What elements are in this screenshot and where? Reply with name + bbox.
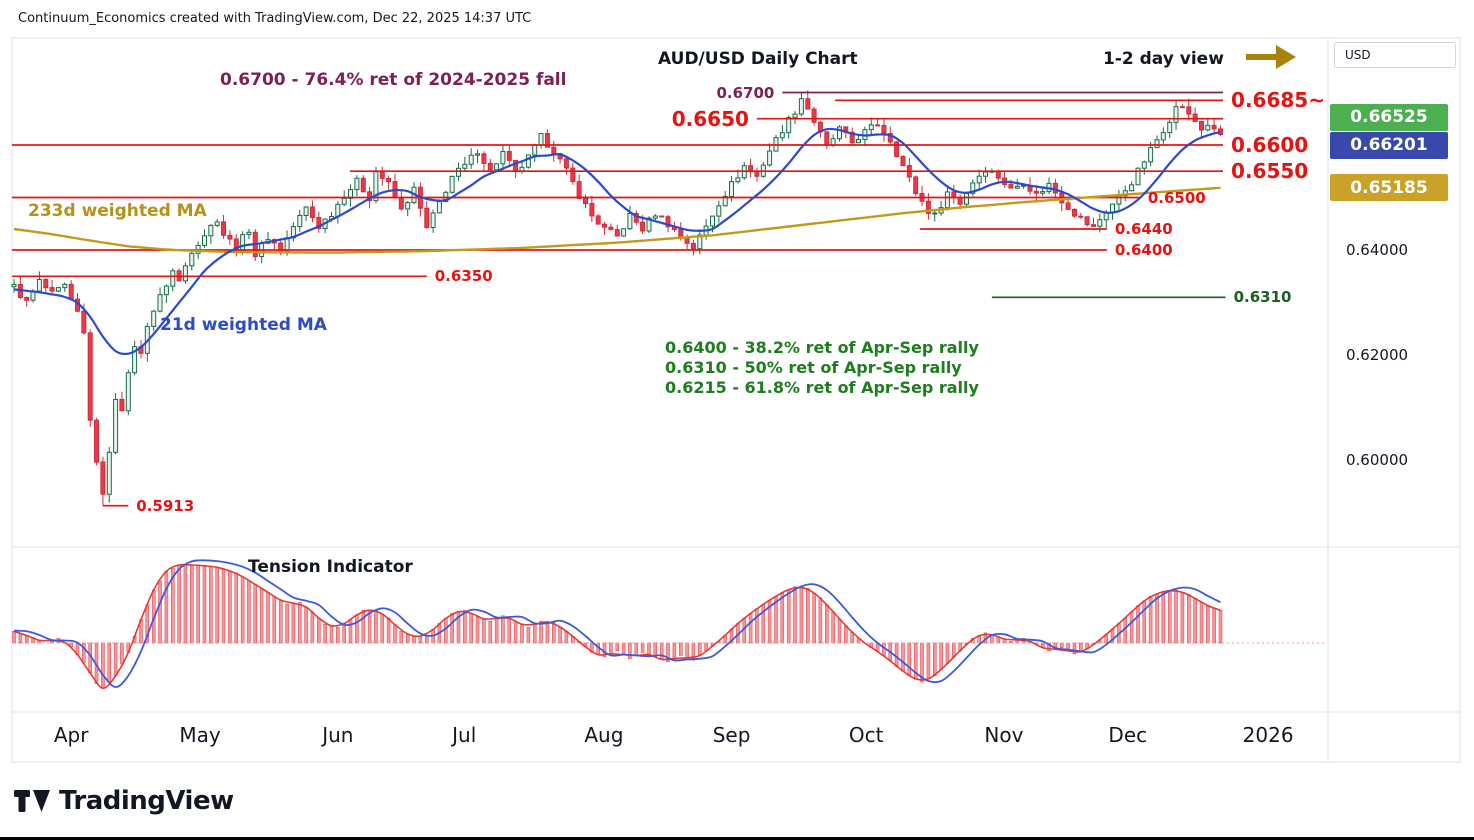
tension-title: Tension Indicator <box>248 557 413 577</box>
tension-pane[interactable] <box>12 547 1328 712</box>
tension-indicator <box>12 559 1326 689</box>
price-pane[interactable] <box>12 38 1328 547</box>
tradingview-logo[interactable]: TradingView <box>14 786 234 816</box>
pane-frame <box>11 37 1461 763</box>
fib-rally-line-3: 0.6215 - 61.8% ret of Apr-Sep rally <box>665 378 979 397</box>
moving-averages <box>13 127 1221 356</box>
fib-fall-annotation: 0.6700 - 76.4% ret of 2024-2025 fall <box>220 70 567 90</box>
tradingview-mark-icon <box>14 790 50 812</box>
chart-title: AUD/USD Daily Chart <box>658 49 858 69</box>
credit-line: Continuum_Economics created with Trading… <box>18 11 532 26</box>
arrow-right-icon <box>1246 45 1296 69</box>
tradingview-brand: TradingView <box>59 786 234 816</box>
currency-label: USD <box>1345 48 1371 62</box>
ma233-label: 233d weighted MA <box>28 201 207 221</box>
bottom-border <box>0 837 1474 840</box>
fib-rally-line-2: 0.6310 - 50% ret of Apr-Sep rally <box>665 358 962 377</box>
time-axis[interactable] <box>12 712 1328 762</box>
ma21-label: 21d weighted MA <box>160 315 327 335</box>
price-scale[interactable] <box>1328 38 1474 762</box>
view-note: 1-2 day view <box>1103 49 1224 69</box>
currency-selector[interactable]: USD <box>1334 42 1456 68</box>
fib-rally-line-1: 0.6400 - 38.2% ret of Apr-Sep rally <box>665 338 979 357</box>
